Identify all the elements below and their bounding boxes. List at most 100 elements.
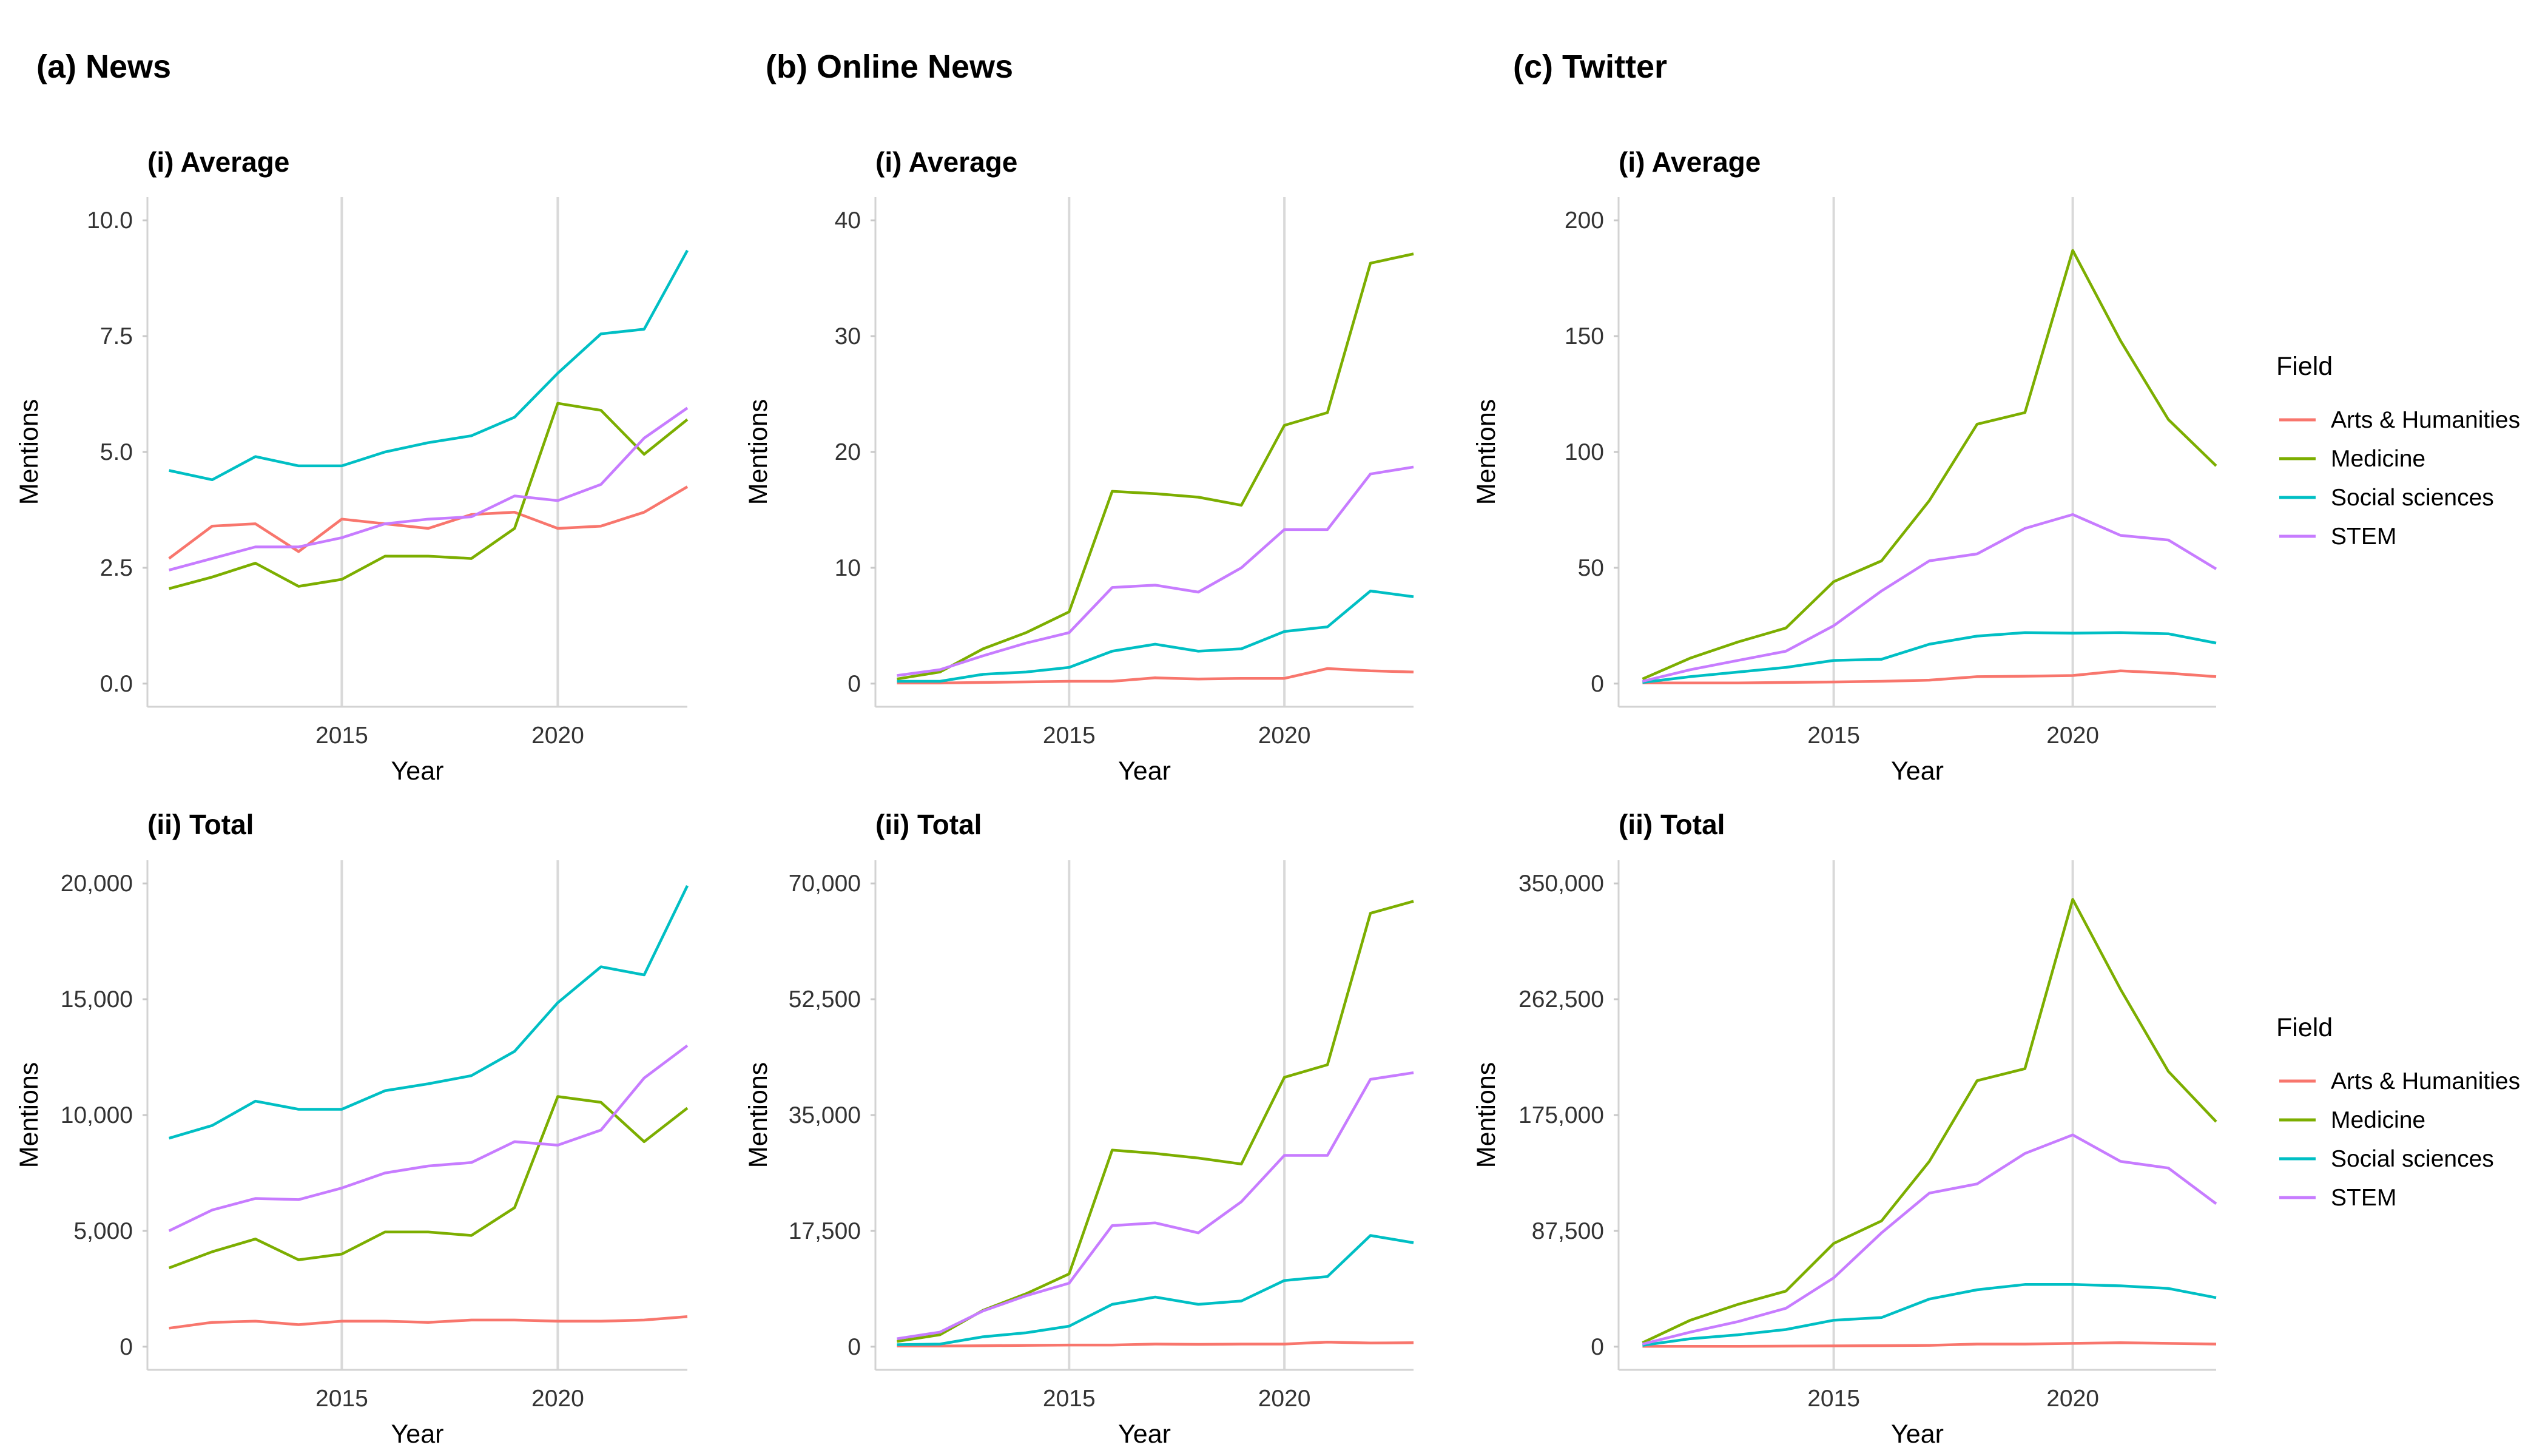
chart-panel: (ii) Total 0 87,500 175,000 262,500 350,000 20… [1472,809,2217,1449]
legend-title: Field [2276,352,2333,381]
y-tick-label: 0 [848,1334,861,1360]
series-line [1642,249,2217,681]
column-title-a: (a) News [36,49,171,85]
x-tick-label: 2015 [315,723,368,749]
series-line [1642,1341,2217,1348]
y-axis-title: Mentions [15,399,44,505]
x-tick-label: 2015 [1807,723,1860,749]
chart-panel: (i) Average 0 50 100 150 200 2015 2020 Year Menti… [1472,146,2217,786]
column-title-b: (b) Online News [766,49,1013,85]
series-line [169,406,689,571]
series-line [897,1071,1414,1340]
x-tick-label: 2015 [1043,723,1096,749]
x-tick-label: 2020 [531,1386,584,1412]
series-line [168,485,689,560]
x-axis-title: Year [1118,757,1171,786]
y-tick-label: 0 [1591,671,1604,697]
x-axis-title: Year [391,1420,444,1449]
y-axis-title: Mentions [744,399,773,505]
series-line [897,252,1414,681]
column-title-c: (c) Twitter [1513,49,1667,85]
panel-title: (i) Average [147,146,289,178]
x-tick-label: 2015 [1043,1386,1096,1412]
y-tick-label: 350,000 [1518,871,1604,897]
y-tick-label: 52,500 [789,986,861,1013]
legend-bottom: Field Arts & Humanities Medicine Social sc… [2276,1013,2520,1211]
x-axis-title: Year [1118,1420,1171,1449]
y-tick-label: 20,000 [61,871,133,897]
legend-title: Field [2276,1013,2333,1042]
series-line [897,1340,1414,1347]
y-tick-label: 5.0 [100,439,133,465]
legend-label: Social sciences [2331,485,2494,511]
x-tick-label: 2015 [315,1386,368,1412]
series-line [1642,631,2217,684]
chart-panel: (i) Average 0 10 20 30 40 2015 2020 Year Mentions [744,146,1414,786]
legend-label: STEM [2331,524,2396,550]
y-tick-label: 35,000 [789,1102,861,1128]
series-line [1642,898,2217,1344]
y-axis-title: Mentions [15,1062,44,1168]
y-tick-label: 20 [835,439,861,465]
panel-title: (ii) Total [147,809,254,840]
legend-top: Field Arts & Humanities Medicine Social sc… [2276,352,2520,550]
legend-label: Arts & Humanities [2331,1068,2520,1094]
y-tick-label: 0 [848,671,861,697]
y-tick-label: 87,500 [1532,1218,1604,1244]
series-line [1642,669,2217,684]
chart-panels: (i) Average 0.0 2.5 5.0 7.5 10.0 2015 2020 Year M… [15,146,2217,1449]
y-tick-label: 100 [1565,439,1604,465]
legend-label: STEM [2331,1185,2396,1211]
legend-label: Social sciences [2331,1146,2494,1172]
chart-panel: (i) Average 0.0 2.5 5.0 7.5 10.0 2015 2020 Year M… [15,146,689,786]
x-tick-label: 2020 [531,723,584,749]
y-tick-label: 0 [1591,1334,1604,1360]
y-tick-label: 30 [835,323,861,349]
y-tick-label: 17,500 [789,1218,861,1244]
legend-label: Medicine [2331,1107,2425,1133]
y-tick-label: 7.5 [100,323,133,349]
panel-title: (i) Average [875,146,1017,178]
series-line [897,1234,1414,1346]
x-tick-label: 2015 [1807,1386,1860,1412]
y-axis-title: Mentions [1472,399,1501,505]
x-tick-label: 2020 [2046,1386,2099,1412]
series-line [169,1315,688,1330]
x-tick-label: 2020 [2046,723,2099,749]
x-axis-title: Year [391,757,444,786]
y-tick-label: 2.5 [100,555,133,581]
series-line [169,249,689,482]
panel-title: (ii) Total [1619,809,1725,840]
y-tick-label: 5,000 [73,1218,133,1244]
series-line [168,1044,689,1232]
x-tick-label: 2020 [1258,723,1311,749]
legend-label: Arts & Humanities [2331,407,2520,433]
y-tick-label: 175,000 [1518,1102,1604,1128]
chart-panel: (ii) Total 0 17,500 35,000 52,500 70,000 2015 2… [744,809,1414,1449]
y-tick-label: 15,000 [61,986,133,1013]
y-tick-label: 10,000 [61,1102,133,1128]
panel-title: (ii) Total [875,809,982,840]
series-line [897,465,1414,677]
series-line [897,667,1414,685]
series-line [169,402,689,590]
x-axis-title: Year [1891,1420,1944,1449]
y-tick-label: 70,000 [789,871,861,897]
y-tick-label: 50 [1578,555,1604,581]
y-tick-label: 0.0 [100,671,133,697]
series-line [1642,1133,2217,1346]
y-tick-label: 10 [835,555,861,581]
series-line [168,885,689,1140]
y-axis-title: Mentions [1472,1062,1501,1168]
series-line [1642,1283,2217,1347]
legend-label: Medicine [2331,446,2425,472]
y-tick-label: 10.0 [87,207,133,234]
series-line [168,1095,689,1270]
y-tick-label: 200 [1565,207,1604,234]
y-axis-title: Mentions [744,1062,773,1168]
y-tick-label: 262,500 [1518,986,1604,1013]
y-tick-label: 150 [1565,323,1604,349]
panel-title: (i) Average [1619,146,1761,178]
y-tick-label: 40 [835,207,861,234]
